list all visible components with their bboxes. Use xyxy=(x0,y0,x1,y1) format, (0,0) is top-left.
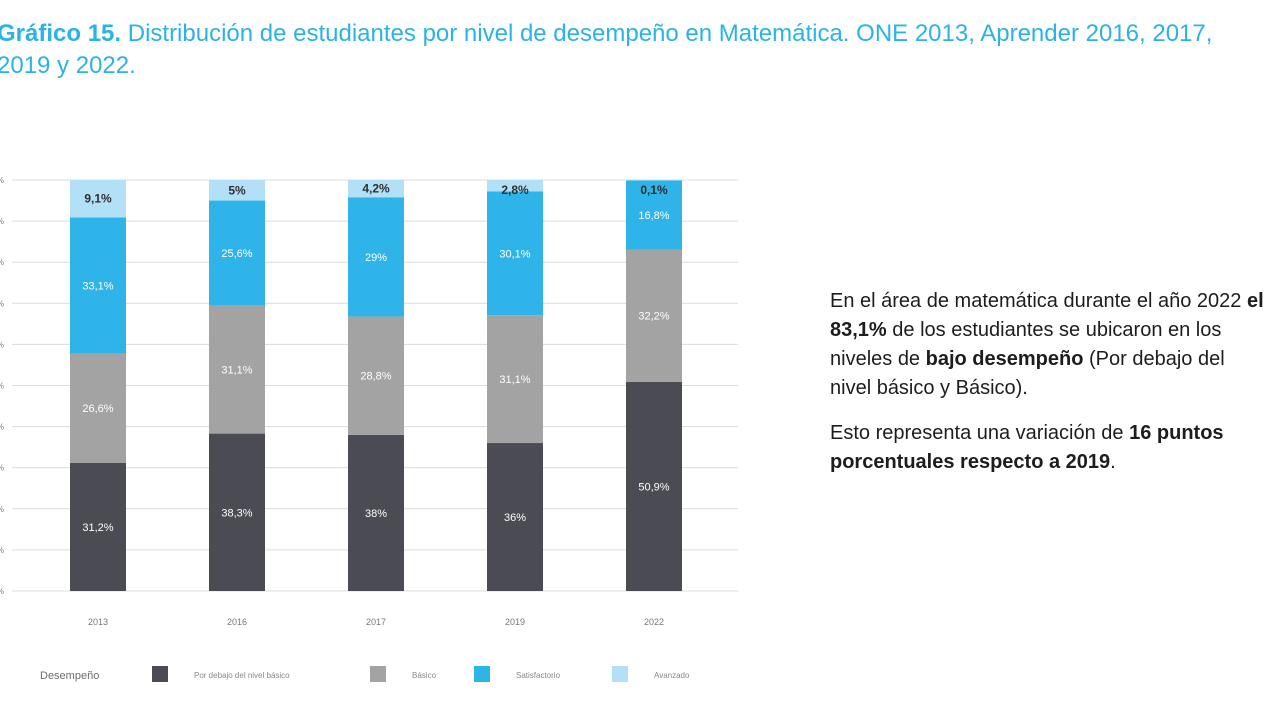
bar-segment xyxy=(348,434,404,591)
x-axis-labels: 2013 2016 2017 2019 2022 xyxy=(88,617,664,627)
bar-segment xyxy=(348,316,404,435)
summary-text: En el área de matemática durante el año … xyxy=(830,287,1270,493)
data-label: 36% xyxy=(504,512,526,524)
bar-segment xyxy=(209,433,265,591)
data-label: 2,8% xyxy=(501,183,529,197)
y-tick-label: 70% xyxy=(0,299,4,308)
bar-segment xyxy=(209,200,265,306)
y-tick-label: 100% xyxy=(0,176,4,185)
x-tick-label: 2016 xyxy=(227,617,247,627)
legend-title: Desempeño xyxy=(40,670,99,682)
data-label: 26,6% xyxy=(82,403,113,415)
y-tick-label: 40% xyxy=(0,423,4,432)
bar-segment xyxy=(348,180,404,198)
data-labels: 31,2% 26,6% 33,1% 9,1% 38,3% 31,1% 25,6% 5% 38% 2… xyxy=(82,182,669,534)
legend-swatch xyxy=(152,666,168,682)
summary-paragraph-1: En el área de matemática durante el año … xyxy=(830,290,1264,399)
data-label: 29% xyxy=(365,252,387,264)
y-axis-ticks: 0% 10% 20% 30% 40% 50% 60% 70% 80% 90% 100% xyxy=(0,176,4,596)
chart-title-lead: Gráfico 15. xyxy=(0,20,122,47)
data-label: 4,2% xyxy=(362,182,390,196)
y-tick-label: 90% xyxy=(0,217,4,226)
data-label: 31,1% xyxy=(499,374,530,386)
data-label: 5% xyxy=(228,183,246,197)
data-label: 31,1% xyxy=(221,365,252,377)
bar-segment xyxy=(209,180,265,201)
bar-segment xyxy=(487,315,543,444)
data-label: 9,1% xyxy=(84,192,112,206)
y-tick-label: 80% xyxy=(0,258,4,267)
x-tick-label: 2019 xyxy=(505,617,525,627)
legend-swatch xyxy=(370,666,386,682)
legend-swatch xyxy=(612,666,628,682)
data-label: 25,6% xyxy=(221,248,252,260)
legend-label: Básico xyxy=(412,671,437,680)
bar-segment xyxy=(348,197,404,317)
data-label: 0,1% xyxy=(640,183,668,197)
x-tick-label: 2017 xyxy=(366,617,386,627)
bar-segment xyxy=(70,462,126,591)
legend-label: Satisfactorio xyxy=(516,671,561,680)
legend-label: Avanzado xyxy=(654,671,690,680)
bar-segment xyxy=(70,180,126,218)
y-tick-label: 50% xyxy=(0,382,4,391)
data-label: 28,8% xyxy=(360,371,391,383)
data-label: 16,8% xyxy=(638,210,669,222)
y-tick-label: 60% xyxy=(0,340,4,349)
summary-paragraph-2: Esto representa una variación de 16 punt… xyxy=(830,422,1224,473)
data-label: 30,1% xyxy=(499,248,530,260)
data-label: 33,1% xyxy=(82,280,113,292)
data-label: 50,9% xyxy=(638,481,669,493)
legend: Desempeño Por debajo del nivel básico Bás… xyxy=(40,666,690,682)
bar-segment xyxy=(487,180,543,192)
y-tick-label: 10% xyxy=(0,546,4,555)
bar-segment xyxy=(70,353,126,463)
stacked-bar-chart: 0% 10% 20% 30% 40% 50% 60% 70% 80% 90% 100% 31,2% 2… xyxy=(0,176,738,682)
y-tick-label: 0% xyxy=(0,587,4,596)
bar-segment xyxy=(209,305,265,434)
y-tick-label: 20% xyxy=(0,505,4,514)
x-tick-label: 2013 xyxy=(88,617,108,627)
data-label: 38% xyxy=(365,508,387,520)
legend-label: Por debajo del nivel básico xyxy=(194,671,290,680)
legend-swatch xyxy=(474,666,490,682)
bar-segment xyxy=(70,217,126,354)
bar-segment xyxy=(626,180,682,250)
bar-segment xyxy=(626,381,682,591)
bar-segment xyxy=(487,443,543,591)
chart-title: Gráfico 15. Distribución de estudiantes … xyxy=(0,18,1247,82)
data-label: 32,2% xyxy=(638,311,669,323)
bar-segment xyxy=(487,191,543,316)
data-label: 38,3% xyxy=(221,507,252,519)
bars xyxy=(70,180,682,591)
data-label: 31,2% xyxy=(82,522,113,534)
x-tick-label: 2022 xyxy=(644,617,664,627)
bar-segment xyxy=(626,249,682,382)
y-tick-label: 30% xyxy=(0,464,4,473)
chart-title-text: Distribución de estudiantes por nivel de… xyxy=(0,20,1213,79)
